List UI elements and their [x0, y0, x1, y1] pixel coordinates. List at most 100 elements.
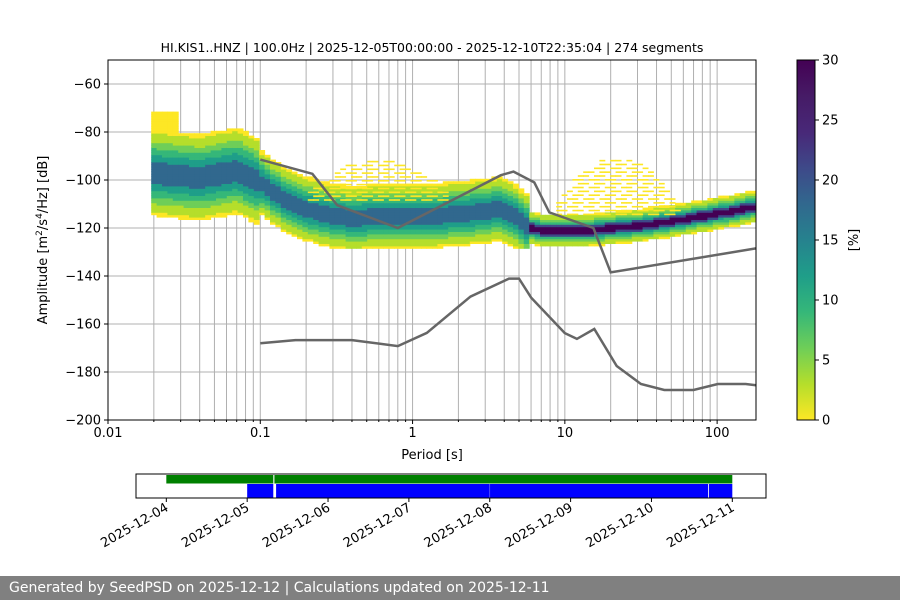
x-tick-label: 100	[705, 426, 730, 441]
heat-cell	[334, 180, 341, 182]
heat-cell	[496, 195, 503, 199]
heat-cell	[297, 193, 303, 196]
heat-cell	[351, 246, 357, 249]
heat-cell	[253, 190, 260, 194]
heat-cell	[680, 229, 687, 232]
heat-cell	[221, 135, 228, 139]
heat-cell	[248, 150, 255, 153]
heat-cell	[248, 217, 255, 220]
heat-cell	[405, 241, 411, 244]
heat-cell	[151, 123, 158, 127]
heat-cell	[685, 214, 692, 218]
heat-cell	[151, 147, 158, 151]
heat-cell	[286, 224, 293, 228]
heat-cell	[594, 241, 600, 244]
heat-cell	[399, 195, 406, 199]
heat-cell	[486, 207, 492, 211]
heat-cell	[432, 222, 438, 225]
heat-cell	[405, 210, 411, 213]
heat-cell	[685, 229, 692, 232]
heat-cell	[410, 183, 417, 186]
heat-cell	[577, 190, 584, 193]
heat-cell	[394, 188, 401, 192]
heat-cell	[594, 186, 600, 189]
heat-cell	[253, 181, 260, 184]
heat-cell	[518, 205, 525, 208]
heat-cell	[199, 210, 206, 213]
heat-cell	[259, 195, 266, 199]
heat-cell	[178, 217, 185, 220]
heat-cell	[151, 164, 158, 168]
heat-cell	[691, 224, 698, 228]
heat-cell	[297, 222, 303, 225]
heat-cell	[151, 152, 158, 156]
heat-cell	[685, 205, 692, 208]
heat-cell	[680, 219, 687, 223]
heat-cell	[577, 231, 584, 235]
heat-cell	[604, 224, 611, 228]
heat-cell	[604, 234, 611, 237]
heat-cell	[345, 246, 352, 249]
heat-cell	[604, 209, 611, 212]
heat-cell	[631, 236, 638, 240]
heat-cell	[437, 234, 444, 237]
heat-cell	[189, 152, 195, 156]
heat-cell	[345, 186, 352, 189]
heat-cell	[734, 212, 741, 216]
heat-cell	[388, 231, 395, 235]
heat-cell	[253, 162, 260, 165]
heat-cell	[750, 193, 756, 196]
heat-cell	[432, 188, 438, 192]
heat-cell	[248, 183, 255, 187]
heat-cell	[604, 186, 611, 189]
heat-cell	[189, 195, 195, 199]
heat-cell	[151, 171, 158, 175]
heat-cell	[604, 229, 611, 232]
heat-cell	[210, 154, 217, 158]
heat-cell	[372, 214, 379, 218]
heat-cell	[464, 210, 471, 213]
timeline-tick-label: 2025-12-10	[584, 500, 657, 551]
heat-cell	[464, 214, 471, 218]
heat-cell	[243, 154, 249, 158]
heat-cell	[388, 229, 395, 232]
heat-cell	[388, 246, 395, 249]
heat-cell	[162, 164, 168, 168]
heat-cell	[388, 214, 395, 218]
heat-cell	[259, 181, 266, 184]
heat-cell	[572, 224, 579, 228]
heat-cell	[237, 140, 244, 144]
heat-cell	[426, 241, 433, 244]
heat-cell	[653, 224, 660, 228]
heat-cell	[172, 142, 179, 146]
heat-cell	[367, 190, 374, 194]
heat-cell	[567, 222, 573, 225]
heat-cell	[167, 212, 174, 216]
heat-cell	[329, 193, 336, 196]
heat-cell	[658, 207, 665, 211]
heat-cell	[221, 142, 228, 146]
heat-cell	[167, 174, 174, 177]
heat-cell	[237, 147, 244, 151]
heat-cell	[253, 183, 260, 187]
heat-cell	[232, 138, 239, 141]
heat-cell	[383, 186, 390, 189]
heat-cell	[313, 241, 320, 244]
heat-cell	[523, 224, 530, 228]
heat-cell	[243, 210, 249, 213]
heat-cell	[372, 224, 379, 228]
heat-cell	[232, 174, 239, 177]
heat-cell	[383, 214, 390, 218]
heat-cell	[324, 212, 330, 216]
heat-cell	[178, 188, 185, 192]
heat-cell	[334, 186, 341, 189]
heat-cell	[378, 187, 384, 190]
heat-cell	[442, 181, 449, 184]
heat-cell	[577, 202, 584, 204]
heat-cell	[216, 138, 222, 141]
heat-cell	[318, 217, 325, 220]
heat-cell	[210, 164, 217, 168]
heat-cell	[383, 188, 390, 192]
heat-cell	[302, 202, 309, 206]
